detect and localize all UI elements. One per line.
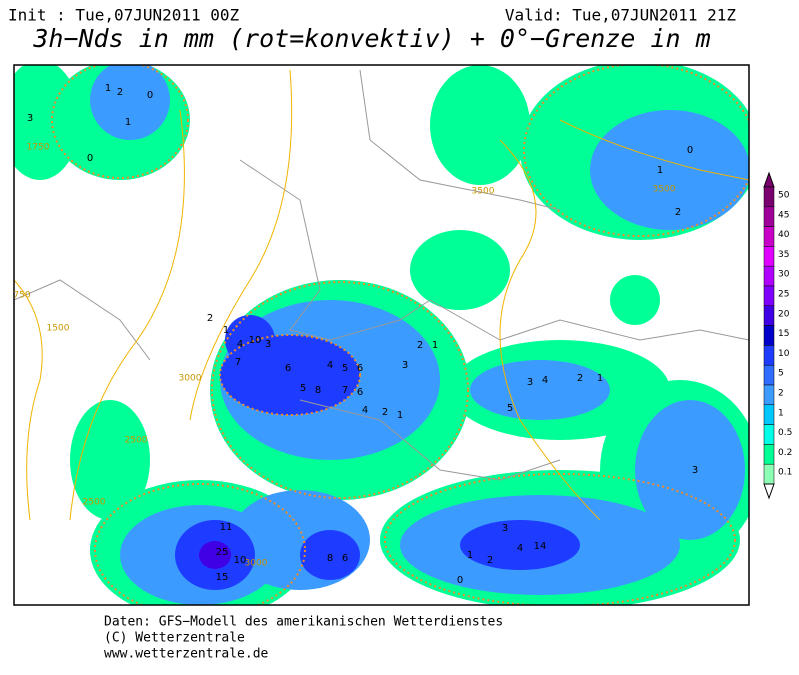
grid-value: 0: [687, 145, 693, 156]
legend-label: 25: [778, 290, 789, 300]
grid-value: 5: [300, 383, 306, 394]
grid-value: 25: [216, 547, 229, 558]
grid-value: 15: [216, 572, 229, 583]
grid-value: 8: [327, 553, 333, 564]
grid-value: 4: [542, 375, 548, 386]
legend-swatch: [763, 246, 775, 267]
grid-value: 3: [502, 523, 508, 534]
grid-value: 7: [235, 357, 241, 368]
legend-swatch: [763, 186, 775, 208]
grid-value: 0: [147, 90, 153, 101]
legend-swatch: [763, 345, 775, 366]
grid-value: 5: [507, 403, 513, 414]
legend-cap: [763, 483, 775, 500]
contour-label: 3000: [179, 374, 202, 384]
legend-label: 2: [778, 389, 784, 399]
grid-value: 4: [237, 339, 243, 350]
legend-swatch: [763, 325, 775, 346]
contour-label: 3000: [245, 559, 268, 569]
contour-label: 1500: [47, 324, 70, 334]
grid-value: 5: [342, 363, 348, 374]
grid-value: 4: [517, 543, 523, 554]
grid-value: 1: [432, 340, 438, 351]
legend-swatch: [763, 463, 775, 485]
legend-label: 20: [778, 309, 790, 319]
valid-time: Valid: Tue,07JUN2011 21Z: [505, 6, 737, 25]
grid-value: 3: [527, 377, 533, 388]
init-time: Init : Tue,07JUN2011 00Z: [8, 6, 240, 25]
legend-swatch: [763, 444, 775, 465]
grid-value: 2: [117, 87, 123, 98]
legend-cap: [763, 171, 775, 188]
grid-value: 6: [342, 553, 348, 564]
legend-swatch: [763, 226, 775, 247]
grid-value: 6: [357, 363, 363, 374]
grid-value: 2: [207, 313, 213, 324]
contour-label: 1750: [27, 143, 50, 153]
footer-line: (C) Wetterzentrale: [104, 631, 245, 646]
grid-value: 2: [417, 340, 423, 351]
legend-label: 35: [778, 250, 789, 260]
grid-value: 1: [125, 117, 131, 128]
grid-value: 1: [105, 83, 111, 94]
grid-value: 0: [87, 153, 93, 164]
grid-value: 11: [220, 522, 233, 533]
grid-value: 3: [27, 113, 33, 124]
grid-value: 1: [657, 165, 663, 176]
contour-label: 2500: [83, 498, 106, 508]
grid-value: 2: [675, 207, 681, 218]
grid-value: 1: [397, 410, 403, 421]
legend-label: 10: [778, 349, 790, 359]
legend-label: 15: [778, 329, 789, 339]
legend-label: 0.2: [778, 448, 792, 458]
grid-value: 10: [249, 335, 262, 346]
contour-label: 3500: [653, 185, 676, 195]
legend-label: 45: [778, 210, 789, 220]
legend-label: 0.5: [778, 428, 792, 438]
grid-value: 6: [285, 363, 291, 374]
grid-value: 10: [234, 555, 247, 566]
grid-value: 3: [692, 465, 698, 476]
grid-value: 2: [382, 407, 388, 418]
grid-value: 2: [487, 555, 493, 566]
grid-value: 4: [327, 360, 333, 371]
legend-swatch: [763, 364, 775, 386]
grid-value: 3: [402, 360, 408, 371]
footer-line: www.wetterzentrale.de: [104, 647, 269, 662]
legend-label: 0.1: [778, 468, 792, 478]
legend-label: 1: [778, 408, 784, 418]
grid-value: 1: [467, 550, 473, 561]
contour-label: 750: [13, 291, 30, 301]
legend: 50 45 40 35 30 25 20 15 10 5 2 1 0.5 0.2 0.1: [763, 171, 792, 500]
grid-value: 8: [315, 385, 321, 396]
legend-swatch: [763, 206, 775, 227]
legend-swatch: [763, 384, 775, 406]
grid-value: 7: [342, 385, 348, 396]
grid-value: 14: [534, 541, 547, 552]
legend-swatch: [763, 285, 775, 307]
grid-value: 6: [357, 387, 363, 398]
legend-swatch: [763, 404, 775, 425]
legend-label: 30: [778, 270, 790, 280]
grid-value: 2: [577, 373, 583, 384]
grid-value: 3: [265, 339, 271, 350]
legend-swatch: [763, 265, 775, 287]
legend-label: 5: [778, 369, 784, 379]
contour-label: 3500: [472, 187, 495, 197]
legend-swatch: [763, 424, 775, 445]
footer-line: Daten: GFS−Modell des amerikanischen Wet…: [104, 615, 503, 630]
title: 3h−Nds in mm (rot=konvektiv) + 0°−Grenze…: [32, 24, 710, 53]
grid-value: 1: [597, 373, 603, 384]
grid-value: 4: [362, 405, 368, 416]
legend-swatch: [763, 305, 775, 326]
legend-label: 50: [778, 191, 790, 201]
grid-value: 0: [457, 575, 463, 586]
contour-label: 2500: [125, 436, 148, 446]
legend-label: 40: [778, 230, 790, 240]
grid-value: 1: [223, 325, 229, 336]
